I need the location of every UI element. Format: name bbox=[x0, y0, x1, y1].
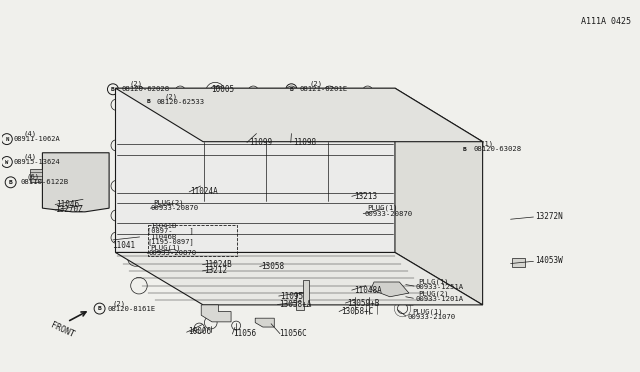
Text: (6): (6) bbox=[26, 173, 40, 180]
Text: PLUG(2): PLUG(2) bbox=[153, 199, 184, 206]
Text: 11048A: 11048A bbox=[354, 286, 381, 295]
Polygon shape bbox=[296, 293, 304, 310]
Text: 08120-62533: 08120-62533 bbox=[157, 99, 205, 105]
Text: PLLG(1): PLLG(1) bbox=[419, 278, 449, 285]
Text: 08120-62028: 08120-62028 bbox=[122, 86, 170, 92]
Text: (2): (2) bbox=[164, 93, 177, 100]
Text: PLUG(1): PLUG(1) bbox=[150, 244, 181, 251]
Text: 13212: 13212 bbox=[204, 266, 227, 275]
Polygon shape bbox=[115, 253, 483, 305]
Polygon shape bbox=[255, 318, 275, 327]
Text: 08121-0201E: 08121-0201E bbox=[300, 86, 348, 92]
Text: (4): (4) bbox=[23, 130, 36, 137]
Text: B: B bbox=[289, 87, 293, 92]
Text: A111A 0425: A111A 0425 bbox=[581, 17, 631, 26]
Text: 00933-20870: 00933-20870 bbox=[148, 250, 196, 256]
Text: 14053W: 14053W bbox=[534, 256, 563, 265]
Text: 13213: 13213 bbox=[354, 192, 377, 201]
Polygon shape bbox=[115, 88, 483, 142]
Polygon shape bbox=[115, 88, 395, 253]
Text: 00933-20870: 00933-20870 bbox=[364, 211, 413, 217]
Text: (2): (2) bbox=[129, 80, 143, 87]
Text: 13058+C: 13058+C bbox=[341, 307, 373, 316]
Text: 08120-63028: 08120-63028 bbox=[473, 146, 521, 152]
Text: 00933-1251A: 00933-1251A bbox=[415, 284, 463, 290]
Text: 11099: 11099 bbox=[249, 138, 272, 147]
Text: 11024B: 11024B bbox=[204, 260, 232, 269]
Text: B: B bbox=[111, 87, 115, 92]
Text: 11041: 11041 bbox=[112, 241, 136, 250]
Text: (4): (4) bbox=[23, 153, 36, 160]
Text: B: B bbox=[98, 306, 102, 311]
Text: 13272N: 13272N bbox=[534, 212, 563, 221]
Text: (2): (2) bbox=[113, 300, 126, 307]
Polygon shape bbox=[395, 88, 483, 305]
Polygon shape bbox=[42, 153, 109, 212]
Text: 13058+A: 13058+A bbox=[278, 300, 311, 309]
Text: 11046B: 11046B bbox=[150, 234, 177, 240]
Polygon shape bbox=[29, 169, 42, 182]
Text: 10005: 10005 bbox=[211, 85, 234, 94]
Text: PLUG(1): PLUG(1) bbox=[412, 309, 443, 315]
Text: 11095: 11095 bbox=[280, 292, 303, 301]
Text: 13058: 13058 bbox=[261, 262, 284, 271]
Text: 13059+B: 13059+B bbox=[348, 299, 380, 308]
Text: (2): (2) bbox=[309, 80, 323, 87]
Text: W: W bbox=[5, 160, 8, 164]
Text: [1195-0897]: [1195-0897] bbox=[147, 239, 194, 246]
Text: (1): (1) bbox=[481, 140, 494, 147]
Text: 11098: 11098 bbox=[292, 138, 316, 147]
Text: 08911-1062A: 08911-1062A bbox=[13, 136, 60, 142]
Text: 11046: 11046 bbox=[56, 200, 79, 209]
Text: 11024A: 11024A bbox=[191, 187, 218, 196]
Text: B: B bbox=[9, 180, 13, 185]
Text: FRONT: FRONT bbox=[49, 321, 76, 340]
Text: 08120-8161E: 08120-8161E bbox=[108, 305, 156, 312]
Text: 00933-1201A: 00933-1201A bbox=[415, 296, 463, 302]
Polygon shape bbox=[303, 280, 309, 306]
Text: 00933-21070: 00933-21070 bbox=[408, 314, 456, 320]
Text: 08915-13624: 08915-13624 bbox=[13, 159, 60, 165]
Polygon shape bbox=[512, 258, 525, 267]
Text: 08110-6122B: 08110-6122B bbox=[20, 179, 68, 185]
Text: PLUG(2): PLUG(2) bbox=[419, 291, 449, 297]
Text: [0897-    ]: [0897- ] bbox=[147, 228, 194, 234]
Polygon shape bbox=[371, 282, 409, 297]
Text: N: N bbox=[5, 137, 8, 142]
Text: B: B bbox=[147, 99, 150, 104]
Text: 11041B: 11041B bbox=[150, 222, 177, 228]
Text: 11056: 11056 bbox=[233, 329, 256, 338]
Text: 10006: 10006 bbox=[188, 327, 211, 336]
Text: 11056C: 11056C bbox=[278, 329, 307, 338]
Text: B: B bbox=[462, 147, 466, 151]
Text: 13270Z: 13270Z bbox=[55, 205, 83, 215]
Text: PLUG(1): PLUG(1) bbox=[367, 205, 398, 211]
Polygon shape bbox=[201, 305, 231, 322]
Text: 00933-20870: 00933-20870 bbox=[150, 205, 198, 211]
